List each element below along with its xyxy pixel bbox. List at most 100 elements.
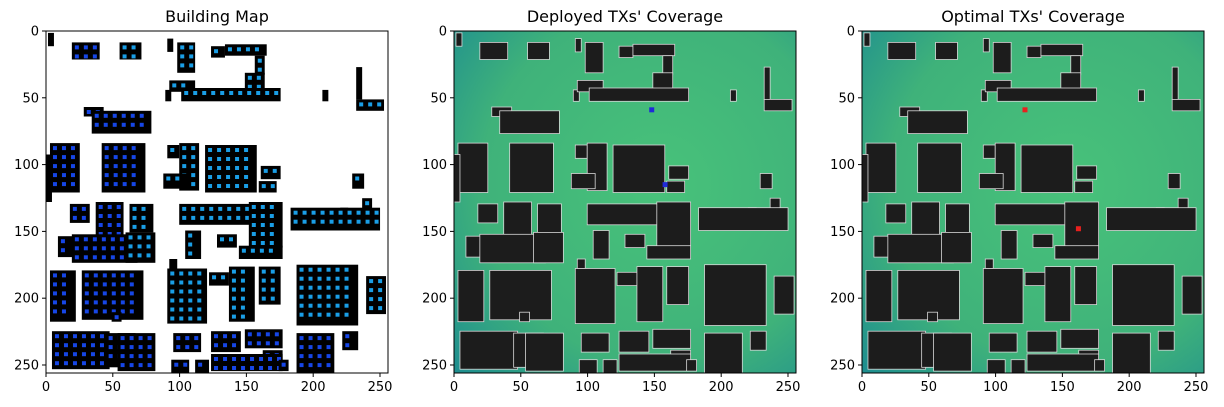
building bbox=[656, 201, 692, 248]
tx-candidate-marker bbox=[214, 357, 219, 361]
tx-candidate-marker bbox=[317, 276, 322, 281]
tx-candidate-marker bbox=[235, 184, 240, 188]
tx-candidate-marker bbox=[61, 182, 66, 187]
building bbox=[1112, 264, 1175, 326]
building bbox=[1032, 233, 1054, 249]
tx-candidate-marker bbox=[172, 83, 177, 88]
tx-candidate-marker bbox=[83, 246, 88, 251]
tx-candidate-marker bbox=[72, 343, 77, 348]
building bbox=[1024, 271, 1046, 286]
tx-candidate-marker bbox=[356, 219, 361, 224]
tx-candidate-marker bbox=[191, 182, 196, 187]
tx-candidate-marker bbox=[132, 206, 137, 211]
building bbox=[254, 55, 265, 75]
tx-candidate-marker bbox=[191, 173, 196, 178]
building bbox=[211, 354, 283, 372]
axes-frame bbox=[45, 30, 389, 374]
building bbox=[454, 154, 461, 203]
tx-candidate-marker bbox=[263, 168, 268, 173]
tx-candidate-marker bbox=[268, 248, 273, 253]
tx-candidate-marker bbox=[274, 341, 279, 346]
building bbox=[602, 359, 618, 373]
tx-candidate-marker bbox=[129, 354, 134, 359]
building bbox=[992, 42, 1012, 74]
tx-candidate-marker bbox=[114, 315, 119, 320]
tx-candidate-marker bbox=[52, 291, 57, 296]
tx-candidate-marker bbox=[317, 345, 322, 350]
tx-candidate-marker bbox=[226, 148, 231, 152]
tx-candidate-marker bbox=[236, 215, 241, 220]
tx-candidate-marker bbox=[344, 267, 349, 272]
tx-candidate-marker bbox=[104, 173, 109, 178]
tx-candidate-marker bbox=[214, 49, 219, 54]
tx-candidate-marker bbox=[129, 309, 134, 314]
tx-candidate-marker bbox=[197, 316, 202, 321]
tx-candidate-marker bbox=[137, 235, 142, 240]
tx-candidate-marker bbox=[208, 175, 213, 179]
tx-candidate-marker bbox=[179, 289, 184, 294]
building bbox=[356, 67, 363, 100]
building bbox=[1026, 353, 1100, 372]
building bbox=[1074, 180, 1094, 193]
tx-candidate-marker bbox=[116, 205, 121, 209]
building bbox=[479, 42, 509, 60]
tx-candidate-marker bbox=[130, 113, 135, 118]
tx-candidate-marker bbox=[98, 223, 103, 227]
tx-candidate-marker bbox=[92, 246, 97, 251]
tx-candidate-marker bbox=[90, 361, 95, 366]
tx-candidate-marker bbox=[326, 312, 331, 317]
building bbox=[865, 142, 897, 193]
building bbox=[632, 43, 676, 57]
building bbox=[618, 353, 692, 372]
tx-candidate-marker bbox=[180, 54, 185, 59]
building bbox=[525, 332, 564, 372]
tx-candidate-marker bbox=[232, 343, 237, 348]
tx-candidate-marker bbox=[104, 164, 109, 169]
building bbox=[47, 32, 54, 47]
tx-candidate-marker bbox=[120, 336, 125, 341]
tx-candidate-marker bbox=[132, 224, 137, 229]
x-tick-label: 150 bbox=[234, 380, 259, 395]
tx-candidate-marker bbox=[107, 232, 112, 236]
tx-candidate-marker bbox=[221, 275, 226, 280]
tx-candidate-marker bbox=[99, 361, 104, 366]
tx-candidate-marker bbox=[308, 336, 313, 341]
building bbox=[322, 89, 329, 102]
tx-candidate-marker bbox=[122, 54, 127, 59]
tx-candidate-marker bbox=[131, 164, 136, 169]
building bbox=[1137, 89, 1145, 102]
tx-candidate-marker bbox=[299, 354, 304, 359]
tx-candidate-marker bbox=[240, 314, 245, 319]
building bbox=[652, 72, 674, 91]
tx-candidate-marker bbox=[217, 157, 222, 161]
x-tick-label: 150 bbox=[1050, 380, 1075, 395]
tx-candidate-marker bbox=[103, 113, 108, 118]
tx-candidate-marker bbox=[121, 113, 126, 118]
tx-candidate-marker bbox=[281, 362, 286, 367]
tx-candidate-marker bbox=[138, 363, 143, 368]
tx-candidate-marker bbox=[129, 336, 134, 341]
tx-candidate-marker bbox=[251, 223, 256, 227]
tx-candidate-marker bbox=[220, 91, 225, 95]
tx-candidate-marker bbox=[259, 366, 264, 370]
tx-candidate-marker bbox=[107, 214, 112, 218]
building bbox=[477, 203, 499, 224]
tx-candidate-marker bbox=[335, 285, 340, 290]
tx-candidate-marker bbox=[368, 102, 373, 107]
building bbox=[1020, 144, 1074, 193]
tx-candidate-marker bbox=[113, 182, 118, 187]
building bbox=[578, 359, 598, 373]
tx-candidate-marker bbox=[147, 363, 152, 368]
building bbox=[163, 173, 188, 189]
tx-candidate-marker bbox=[104, 155, 109, 160]
tx-candidate-marker bbox=[120, 363, 125, 368]
building bbox=[1171, 99, 1201, 112]
tx-candidate-marker bbox=[194, 336, 199, 341]
tx-candidate-marker bbox=[326, 354, 331, 359]
tx-candidate-marker bbox=[229, 237, 233, 242]
building bbox=[1094, 359, 1105, 372]
tx-candidate-marker bbox=[188, 307, 193, 312]
tx-candidate-marker bbox=[99, 334, 104, 339]
tx-candidate-marker bbox=[130, 122, 135, 127]
